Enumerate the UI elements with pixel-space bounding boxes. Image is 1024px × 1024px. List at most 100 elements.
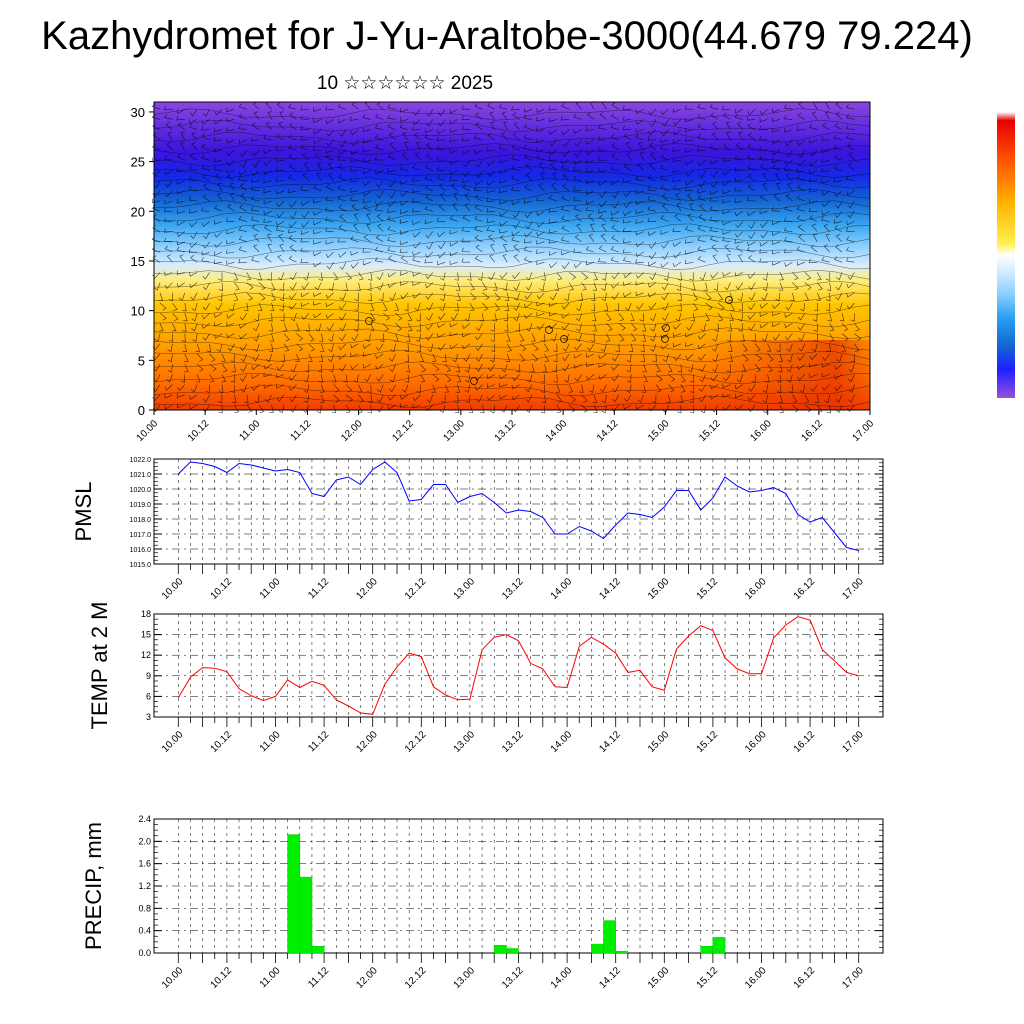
wind-barb xyxy=(290,364,297,373)
wind-barb xyxy=(404,374,410,383)
y-tick-label: 10 xyxy=(131,304,145,319)
wind-barb xyxy=(772,302,781,310)
wind-barb xyxy=(499,210,508,217)
wind-barb xyxy=(538,162,545,171)
wind-barb xyxy=(568,384,574,393)
wind-barb xyxy=(536,127,545,132)
precip-bar xyxy=(615,951,629,954)
wind-barb xyxy=(811,343,818,352)
wind-barb xyxy=(747,123,756,130)
wind-barb xyxy=(486,208,495,213)
wind-barb xyxy=(269,333,274,342)
wind-barb xyxy=(326,323,334,332)
wind-barb xyxy=(778,353,784,362)
y-tick-label: 2.0 xyxy=(138,836,151,846)
wind-barb xyxy=(709,206,719,212)
wind-barb xyxy=(722,189,731,195)
wind-barb xyxy=(462,343,471,350)
wind-barb xyxy=(487,364,496,372)
wind-barb xyxy=(454,394,459,404)
wind-barb xyxy=(217,193,223,202)
wind-barb xyxy=(437,343,446,351)
wind-barb xyxy=(266,233,272,242)
wind-barb xyxy=(362,180,371,187)
wind-barb xyxy=(487,234,495,243)
wind-barb xyxy=(426,302,434,311)
wind-barb xyxy=(464,364,471,373)
wind-barb xyxy=(710,170,719,178)
wind-barb xyxy=(734,155,743,161)
wind-barb xyxy=(442,353,447,363)
wind-barb xyxy=(424,164,433,171)
wind-barb xyxy=(593,404,598,413)
wind-barb xyxy=(213,166,223,171)
wind-barb xyxy=(548,106,557,111)
wind-barb xyxy=(338,174,347,181)
wind-barb xyxy=(808,188,818,193)
wind-barb xyxy=(214,220,223,225)
wind-barb xyxy=(195,374,201,383)
wind-barb xyxy=(201,221,210,227)
wind-barb xyxy=(797,353,806,361)
wind-barb xyxy=(389,364,396,373)
wind-barb xyxy=(303,162,310,171)
wind-barb xyxy=(487,159,496,167)
wind-barb xyxy=(548,149,557,156)
wind-barb xyxy=(722,106,731,111)
wind-barb xyxy=(407,323,413,332)
wind-barb xyxy=(492,313,498,322)
wind-barb xyxy=(289,302,297,310)
wind-barb xyxy=(647,186,657,192)
wind-barb xyxy=(797,224,805,232)
wind-barb xyxy=(152,132,161,141)
wind-barb xyxy=(486,180,495,186)
calm-wind-marker xyxy=(365,317,373,325)
wind-barb xyxy=(636,302,644,310)
wind-barb xyxy=(821,190,830,196)
y-tick-label: 1019.0 xyxy=(130,502,152,509)
wind-barb xyxy=(504,323,509,332)
wind-barb xyxy=(834,224,843,232)
wind-barb xyxy=(623,178,632,183)
wind-barb xyxy=(850,353,856,363)
wind-barb xyxy=(268,313,273,322)
wind-barb xyxy=(523,256,533,263)
wind-barb xyxy=(455,384,460,393)
wind-barb xyxy=(461,258,471,263)
wind-barb xyxy=(663,272,669,281)
y-axis-title: PMSL xyxy=(71,482,96,542)
wind-barb xyxy=(635,272,644,279)
wind-barb xyxy=(649,272,657,281)
wind-barb xyxy=(449,331,458,337)
wind-barb xyxy=(387,208,396,213)
wind-barb xyxy=(246,272,252,281)
wind-barb xyxy=(400,200,409,206)
wind-barb xyxy=(358,384,363,393)
wind-barb xyxy=(283,323,288,332)
wind-barb xyxy=(376,282,384,291)
wind-barb xyxy=(660,184,669,192)
wind-barb xyxy=(562,353,570,362)
wind-barb xyxy=(672,168,681,174)
wind-barb xyxy=(816,292,821,301)
wind-barb xyxy=(668,384,675,393)
wind-barb xyxy=(313,129,322,135)
wind-barb xyxy=(826,282,832,291)
wind-barb xyxy=(290,313,297,322)
wind-barb xyxy=(747,394,756,402)
wind-barb xyxy=(513,292,520,301)
wind-barb xyxy=(258,282,266,291)
wind-barb xyxy=(821,363,830,368)
wind-barb xyxy=(746,246,756,253)
wind-barb xyxy=(240,160,248,168)
wind-barb xyxy=(338,204,347,212)
wind-barb xyxy=(325,227,334,232)
wind-barb xyxy=(499,394,508,400)
wind-barb xyxy=(610,256,619,263)
wind-barb xyxy=(191,132,198,141)
wind-barb xyxy=(661,282,669,291)
wind-barb xyxy=(436,136,446,141)
wind-barb xyxy=(778,364,783,373)
wind-barb xyxy=(573,129,582,134)
wind-barb xyxy=(230,353,235,363)
